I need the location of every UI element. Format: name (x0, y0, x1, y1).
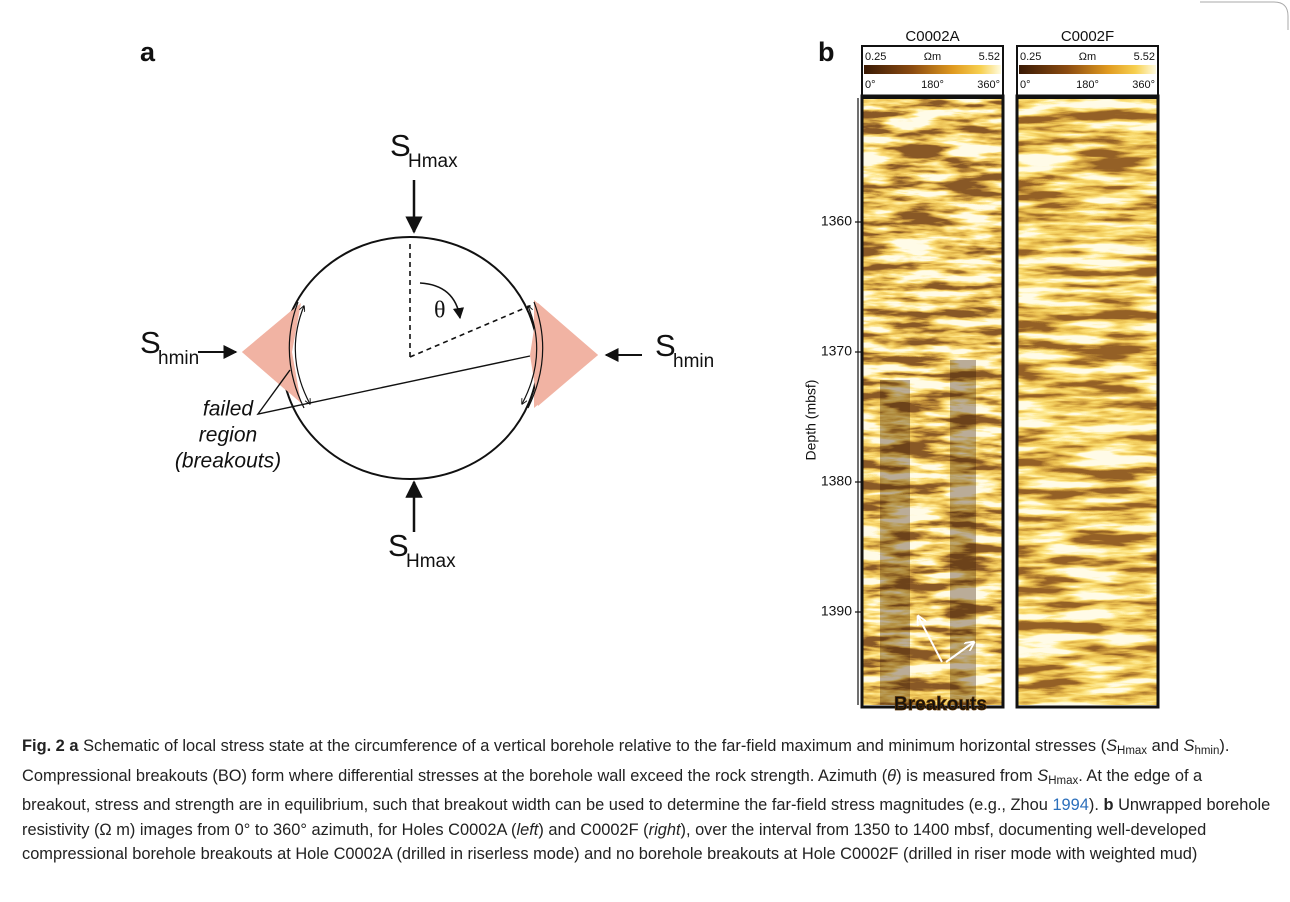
caption-symbol: S (1106, 737, 1118, 755)
azimuth-label: 180° (921, 79, 944, 91)
caption-text: Unwrapped borehole resistivity (Ω m) ima… (22, 796, 1271, 839)
caption-label: Fig. 2 (22, 737, 65, 755)
failed-region-label: region (199, 424, 257, 447)
breakout-band (880, 380, 910, 705)
colorbar-min: 0.25 (1020, 51, 1041, 63)
panel-label: b (818, 37, 835, 67)
caption-subscript: hmin (1194, 745, 1220, 757)
azimuth-label: 0° (865, 79, 876, 91)
colorbar-max: 5.52 (1134, 51, 1155, 63)
figure-caption: Fig. 2 a Schematic of local stress state… (22, 734, 1274, 867)
breakout-arrow (294, 306, 310, 404)
breakout-arrow (522, 306, 538, 404)
breakout-pointer (918, 616, 943, 663)
colorbar-max: 5.52 (979, 51, 1000, 63)
caption-text: and (1147, 737, 1184, 755)
caption-symbol: S (1037, 766, 1049, 785)
image-border (860, 94, 1005, 709)
borehole-image (1017, 98, 1158, 705)
breakout-arrow (527, 301, 544, 409)
depth-tick-label: 1380 (821, 473, 852, 489)
caption-panel: a (69, 737, 79, 755)
caption-symbol: θ (887, 766, 897, 785)
caption-subscript: Hmax (1117, 745, 1148, 757)
colorbar (864, 65, 1001, 74)
caption-text: ), over the interval from 1350 to 1400 m… (22, 820, 1207, 864)
image-border (1015, 94, 1160, 709)
azimuth-arrow (419, 282, 465, 320)
breakout-pointer (945, 642, 974, 663)
theta-label: θ (434, 298, 446, 324)
caption-text: ) is measured from (896, 766, 1038, 785)
caption-text: right (648, 820, 681, 839)
breakout-region (530, 303, 598, 406)
caption-text: left (516, 820, 539, 839)
colorbar-unit: Ωm (1079, 51, 1096, 63)
depth-axis-label: Depth (mbsf) (803, 380, 819, 461)
caption-text: . At the edge of a breakout, stress and … (22, 766, 1203, 815)
caption-subscript: Hmax (1048, 774, 1079, 787)
failed-region-label: failed (203, 398, 255, 421)
stress-symbol: S (388, 528, 409, 563)
citation-link[interactable]: 1994 (1052, 796, 1089, 814)
image-title: C0002A (905, 28, 959, 45)
stress-symbol: S (655, 328, 676, 363)
dashed-line (409, 304, 533, 358)
stress-subscript: hmin (673, 351, 714, 372)
stress-subscript: Hmax (408, 151, 458, 172)
frame (1200, 1, 1289, 30)
image-title: C0002F (1061, 28, 1114, 45)
azimuth-label: 360° (977, 79, 1000, 91)
stress-subscript: hmin (158, 348, 199, 369)
depth-tick-label: 1390 (821, 603, 852, 619)
panel-b (857, 98, 1158, 705)
breakout-band (950, 360, 976, 705)
depth-tick-label: 1370 (821, 343, 852, 359)
stress-symbol: S (390, 128, 411, 163)
borehole-image (862, 98, 1003, 705)
panel-a (198, 180, 642, 532)
resistivity-image (862, 98, 1003, 705)
resistivity-image (1017, 98, 1158, 705)
panel-label: a (140, 37, 156, 67)
pointer-line (256, 355, 531, 416)
azimuth-label: 360° (1132, 79, 1155, 91)
breakouts-label: Breakouts (894, 694, 987, 715)
breakout-arrow (288, 301, 305, 409)
caption-text: ) and C0002F ( (538, 820, 649, 839)
stress-symbol: S (140, 325, 161, 360)
caption-text: Schematic of local stress state at the c… (83, 737, 1107, 755)
colorbar-min: 0.25 (865, 51, 886, 63)
caption-panel: b (1103, 796, 1114, 814)
colorbar (1019, 65, 1156, 74)
colorbar-unit: Ωm (924, 51, 941, 63)
azimuth-label: 180° (1076, 79, 1099, 91)
depth-tick-label: 1360 (821, 213, 852, 229)
azimuth-label: 0° (1020, 79, 1031, 91)
caption-text: ). (1088, 796, 1099, 814)
breakout-region (242, 303, 301, 403)
stress-subscript: Hmax (406, 551, 456, 572)
caption-symbol: S (1183, 737, 1195, 755)
caption-text: ). Compressional breakouts (BO) form whe… (22, 737, 1230, 785)
failed-region-label: (breakouts) (175, 450, 281, 473)
